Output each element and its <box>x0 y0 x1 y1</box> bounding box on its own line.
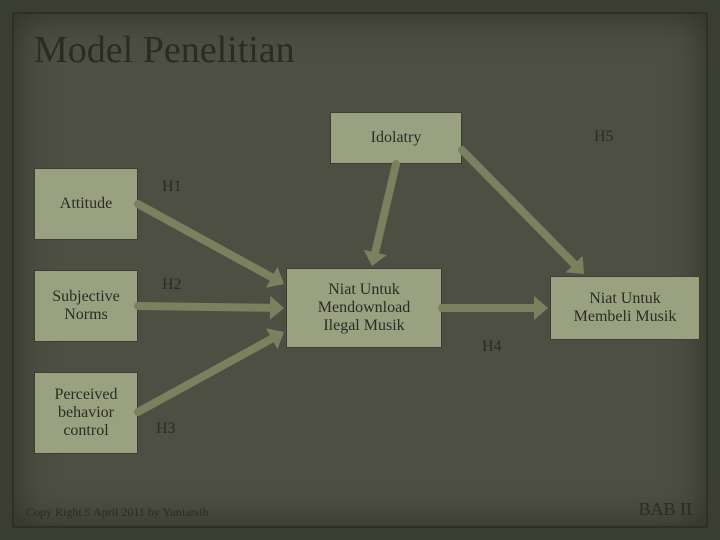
node-label: Niat UntukMendownloadIlegal Musik <box>318 281 410 335</box>
node-attitude: Attitude <box>34 168 138 240</box>
page-title: Model Penelitian <box>34 28 295 72</box>
node-niat-membeli: Niat UntukMembeli Musik <box>550 276 700 340</box>
footer-chapter: BAB II <box>639 499 693 520</box>
node-label: Idolatry <box>371 129 422 147</box>
node-label: Perceivedbehaviorcontrol <box>54 386 117 440</box>
node-label: SubjectiveNorms <box>52 288 120 324</box>
edge-label-h1: H1 <box>162 178 182 196</box>
node-label: Niat UntukMembeli Musik <box>574 290 677 326</box>
footer-copyright: Copy Right 5 April 2011 by Yuniarsih <box>26 505 208 520</box>
node-perceived-behavior-control: Perceivedbehaviorcontrol <box>34 372 138 454</box>
node-label: Attitude <box>60 195 112 213</box>
edge-label-h4: H4 <box>482 338 502 356</box>
edge-label-h5: H5 <box>594 128 614 146</box>
edge-label-h3: H3 <box>156 420 176 438</box>
node-idolatry: Idolatry <box>330 112 462 164</box>
node-niat-download: Niat UntukMendownloadIlegal Musik <box>286 268 442 348</box>
node-subjective-norms: SubjectiveNorms <box>34 270 138 342</box>
edge-label-h2: H2 <box>162 276 182 294</box>
